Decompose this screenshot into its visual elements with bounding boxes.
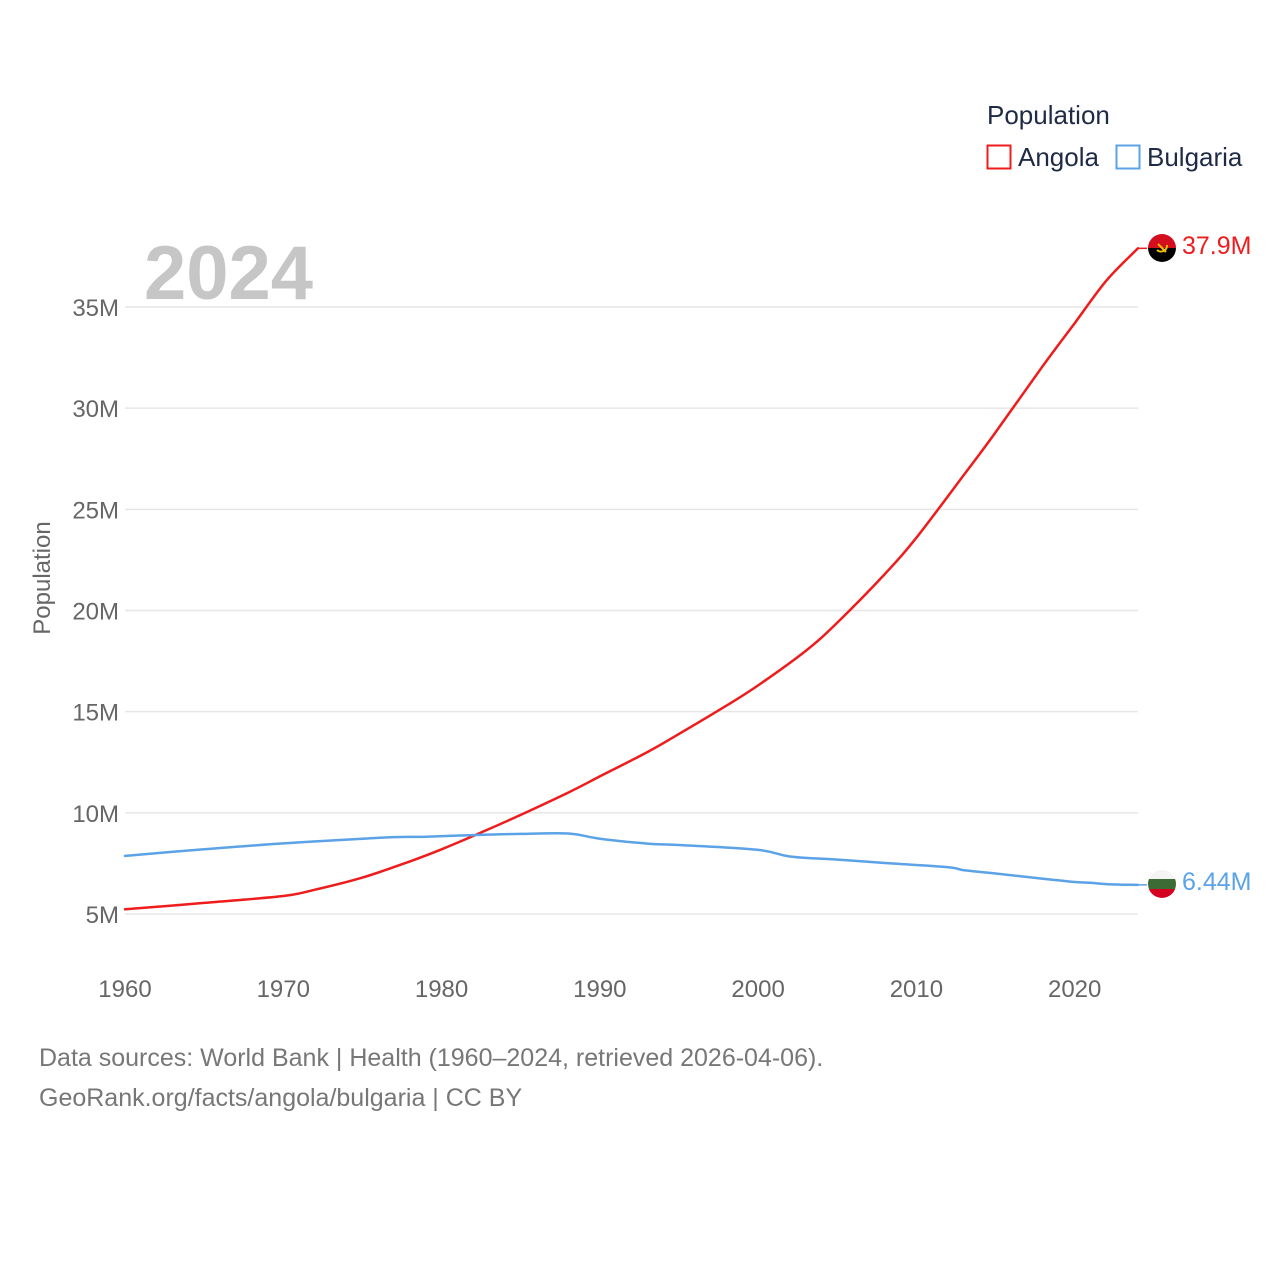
y-tick-label: 5M xyxy=(86,902,119,929)
angola-end-label: 37.9M xyxy=(1182,232,1251,260)
x-tick-label: 1980 xyxy=(415,976,468,1003)
x-axis: 1960 1970 1980 1990 2000 2010 2020 xyxy=(98,976,1101,1003)
angola-flag xyxy=(1148,234,1176,262)
y-axis: 5M 10M 15M 20M 25M 30M 35M xyxy=(72,295,119,929)
legend-label-angola[interactable]: Angola xyxy=(1018,142,1099,172)
series-line-bulgaria xyxy=(123,831,1140,887)
y-tick-label: 20M xyxy=(72,599,119,626)
legend-label-bulgaria[interactable]: Bulgaria xyxy=(1147,142,1243,172)
x-tick-label: 2020 xyxy=(1048,976,1101,1003)
y-tick-label: 30M xyxy=(72,396,119,423)
y-tick-label: 15M xyxy=(72,700,119,727)
y-axis-title: Population xyxy=(29,521,56,634)
x-tick-label: 2010 xyxy=(890,976,943,1003)
x-tick-label: 1990 xyxy=(573,976,626,1003)
grid-lines xyxy=(125,306,1138,915)
legend-swatch-angola[interactable] xyxy=(986,144,1012,170)
x-tick-label: 1960 xyxy=(98,976,151,1003)
x-tick-label: 1970 xyxy=(257,976,310,1003)
series-lines xyxy=(123,247,1147,911)
y-tick-label: 35M xyxy=(72,295,119,322)
y-tick-label: 25M xyxy=(72,497,119,524)
series-line-angola xyxy=(123,247,1140,911)
x-tick-label: 2000 xyxy=(731,976,784,1003)
footer-attribution: GeoRank.org/facts/angola/bulgaria | CC B… xyxy=(39,1084,523,1112)
legend-swatch-bulgaria[interactable] xyxy=(1115,144,1141,170)
bulgaria-flag xyxy=(1148,870,1176,898)
legend-title: Population xyxy=(987,100,1110,130)
legend: Population Angola Bulgaria xyxy=(986,100,1243,172)
bulgaria-end-label: 6.44M xyxy=(1182,868,1251,896)
y-tick-label: 10M xyxy=(72,801,119,828)
current-year-label: 2024 xyxy=(144,231,313,316)
footer-data-sources: Data sources: World Bank | Health (1960–… xyxy=(39,1044,824,1072)
